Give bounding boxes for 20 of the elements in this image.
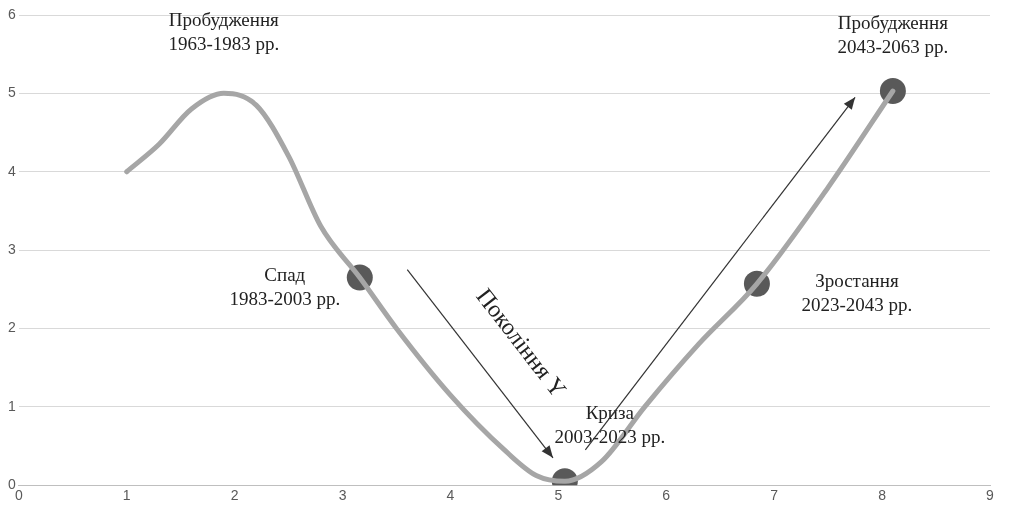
x-tick-label: 7 xyxy=(770,487,779,504)
y-tick-label: 5 xyxy=(7,84,16,101)
annotation: Пробудження 1963-1983 рр. xyxy=(168,9,280,55)
y-tick-label: 3 xyxy=(7,240,16,257)
x-tick-label: 4 xyxy=(446,487,455,504)
x-tick-label: 5 xyxy=(554,487,563,504)
x-tick-label: 9 xyxy=(986,487,995,504)
x-tick-label: 6 xyxy=(662,487,671,504)
annotation: Зростання 2023-2043 рр. xyxy=(801,269,913,315)
y-tick-label: 4 xyxy=(7,162,16,179)
x-tick-label: 2 xyxy=(230,487,239,504)
x-tick-label: 3 xyxy=(338,487,347,504)
y-tick-label: 1 xyxy=(7,397,16,414)
y-tick-label: 2 xyxy=(7,319,16,336)
annotation: Спад 1983-2003 рр. xyxy=(229,263,341,309)
y-tick-label: 0 xyxy=(7,476,16,493)
annotation: Пробудження 2043-2063 рр. xyxy=(837,12,949,57)
y-tick-label: 6 xyxy=(7,5,16,22)
x-tick-label: 8 xyxy=(878,487,887,504)
x-tick-label: 1 xyxy=(122,487,131,504)
